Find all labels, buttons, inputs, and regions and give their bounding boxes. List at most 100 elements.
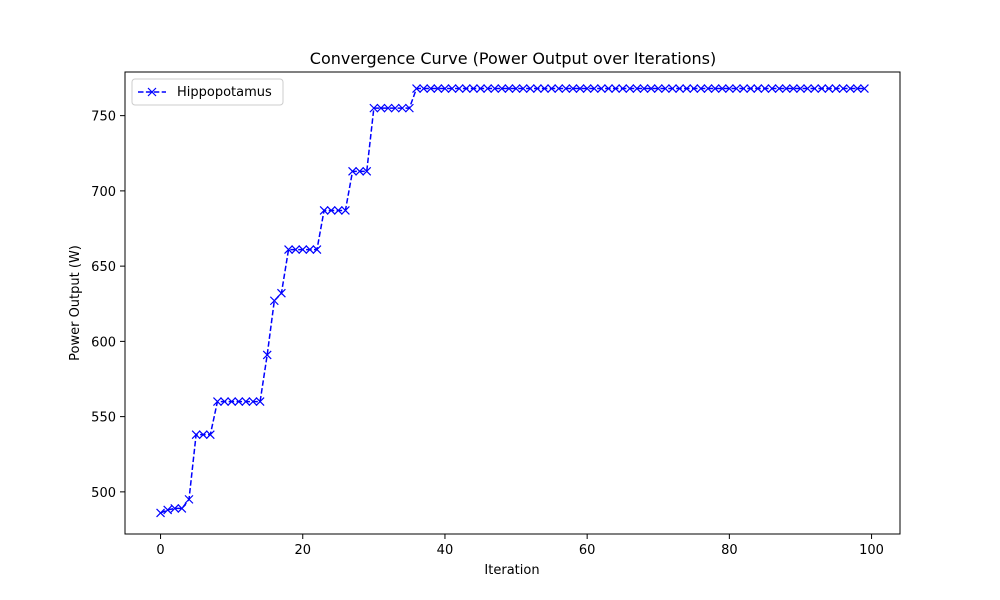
x-tick-label: 60 bbox=[579, 543, 596, 558]
data-point bbox=[177, 503, 187, 513]
data-point bbox=[227, 397, 237, 406]
data-point bbox=[689, 84, 699, 93]
data-point bbox=[774, 84, 784, 93]
data-point bbox=[376, 103, 386, 113]
y-tick-label: 550 bbox=[91, 411, 116, 426]
data-point bbox=[369, 103, 379, 113]
data-point bbox=[831, 84, 841, 93]
y-tick-label: 650 bbox=[91, 260, 116, 275]
data-point bbox=[568, 84, 578, 93]
data-point bbox=[340, 206, 350, 215]
data-point bbox=[710, 84, 720, 93]
data-point bbox=[362, 166, 372, 176]
data-point bbox=[419, 84, 429, 93]
data-point bbox=[604, 84, 613, 93]
data-point bbox=[596, 84, 606, 93]
data-point bbox=[796, 84, 805, 93]
data-point bbox=[724, 84, 734, 93]
data-point bbox=[461, 84, 471, 93]
data-point bbox=[390, 103, 400, 113]
data-point bbox=[852, 84, 862, 93]
data-point bbox=[355, 166, 365, 176]
data-point bbox=[618, 84, 628, 93]
data-point bbox=[305, 245, 315, 255]
data-point bbox=[447, 84, 457, 93]
data-point bbox=[717, 84, 727, 93]
data-point bbox=[575, 84, 585, 93]
data-point bbox=[767, 84, 777, 93]
plot-frame bbox=[124, 71, 901, 535]
data-point bbox=[803, 84, 812, 93]
x-axis-label: Iteration bbox=[484, 563, 539, 578]
data-point bbox=[454, 84, 464, 93]
series-layer bbox=[156, 84, 869, 518]
data-point bbox=[732, 84, 741, 93]
data-point bbox=[147, 87, 157, 97]
chart-title: Convergence Curve (Power Output over Ite… bbox=[310, 49, 716, 68]
data-point bbox=[653, 84, 663, 93]
data-point bbox=[213, 397, 222, 406]
data-point bbox=[675, 84, 685, 93]
data-point bbox=[611, 84, 621, 93]
data-point bbox=[383, 103, 393, 113]
data-point bbox=[781, 84, 791, 93]
data-point bbox=[198, 430, 208, 440]
data-point bbox=[860, 84, 869, 93]
x-tick-label: 100 bbox=[859, 543, 884, 558]
data-point bbox=[156, 508, 165, 518]
data-point bbox=[561, 84, 571, 93]
x-tick-label: 40 bbox=[437, 543, 454, 558]
data-point bbox=[682, 84, 692, 93]
data-point bbox=[412, 84, 421, 93]
data-point bbox=[810, 84, 820, 93]
data-point bbox=[433, 84, 443, 93]
legend-label: Hippopotamus bbox=[177, 85, 272, 100]
data-point bbox=[845, 84, 855, 93]
data-point bbox=[319, 206, 329, 215]
data-point bbox=[838, 84, 848, 93]
data-point bbox=[518, 84, 528, 93]
data-point bbox=[540, 84, 549, 93]
data-point bbox=[269, 296, 279, 306]
data-point bbox=[397, 103, 407, 113]
data-point bbox=[440, 84, 450, 93]
data-point bbox=[248, 397, 258, 406]
data-point bbox=[276, 288, 286, 298]
data-point bbox=[191, 430, 201, 440]
data-point bbox=[490, 84, 500, 93]
data-point bbox=[554, 84, 564, 93]
data-point bbox=[504, 84, 514, 93]
data-point bbox=[476, 84, 485, 93]
data-point bbox=[262, 350, 272, 360]
legend: Hippopotamus bbox=[131, 78, 284, 106]
data-point bbox=[497, 84, 507, 93]
x-tick-label: 20 bbox=[294, 543, 311, 558]
data-point bbox=[582, 84, 592, 93]
data-point bbox=[547, 84, 557, 93]
data-point bbox=[483, 84, 493, 93]
data-point bbox=[333, 206, 343, 215]
data-point bbox=[632, 84, 642, 93]
series-markers bbox=[156, 84, 869, 518]
y-tick-label: 700 bbox=[91, 185, 116, 200]
data-point bbox=[163, 505, 173, 515]
data-point bbox=[817, 84, 827, 93]
data-point bbox=[298, 245, 308, 255]
y-axis-ticks: 500 550 600 650 700 750 bbox=[91, 110, 125, 501]
x-tick-label: 0 bbox=[156, 543, 164, 558]
data-point bbox=[348, 166, 357, 176]
data-point bbox=[312, 245, 322, 255]
x-axis-ticks: 0 20 40 60 80 100 bbox=[156, 534, 884, 558]
y-axis-label: Power Output (W) bbox=[68, 245, 83, 361]
data-point bbox=[525, 84, 535, 93]
legend-marker bbox=[147, 87, 157, 97]
y-tick-label: 750 bbox=[91, 110, 116, 125]
data-point bbox=[660, 84, 670, 93]
data-point bbox=[646, 84, 656, 93]
data-point bbox=[170, 503, 180, 513]
data-point bbox=[220, 397, 229, 406]
data-point bbox=[739, 84, 749, 93]
data-point bbox=[511, 84, 521, 93]
data-point bbox=[532, 84, 542, 93]
data-point bbox=[703, 84, 713, 93]
